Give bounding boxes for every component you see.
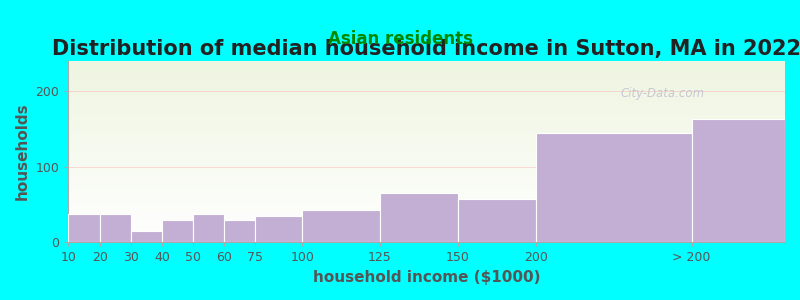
Text: City-Data.com: City-Data.com: [620, 87, 704, 100]
Bar: [100, 214, 130, 242]
Bar: [536, 133, 691, 242]
Bar: [691, 119, 785, 242]
Bar: [458, 199, 536, 242]
Bar: [224, 220, 255, 242]
Bar: [302, 210, 380, 242]
Title: Distribution of median household income in Sutton, MA in 2022: Distribution of median household income …: [52, 39, 800, 59]
Y-axis label: households: households: [15, 103, 30, 200]
Bar: [193, 214, 224, 242]
Bar: [380, 193, 458, 242]
Bar: [162, 220, 193, 242]
X-axis label: household income ($1000): household income ($1000): [313, 270, 541, 285]
Bar: [130, 231, 162, 242]
Bar: [69, 214, 100, 242]
Text: Asian residents: Asian residents: [327, 30, 473, 48]
Bar: [255, 216, 302, 242]
